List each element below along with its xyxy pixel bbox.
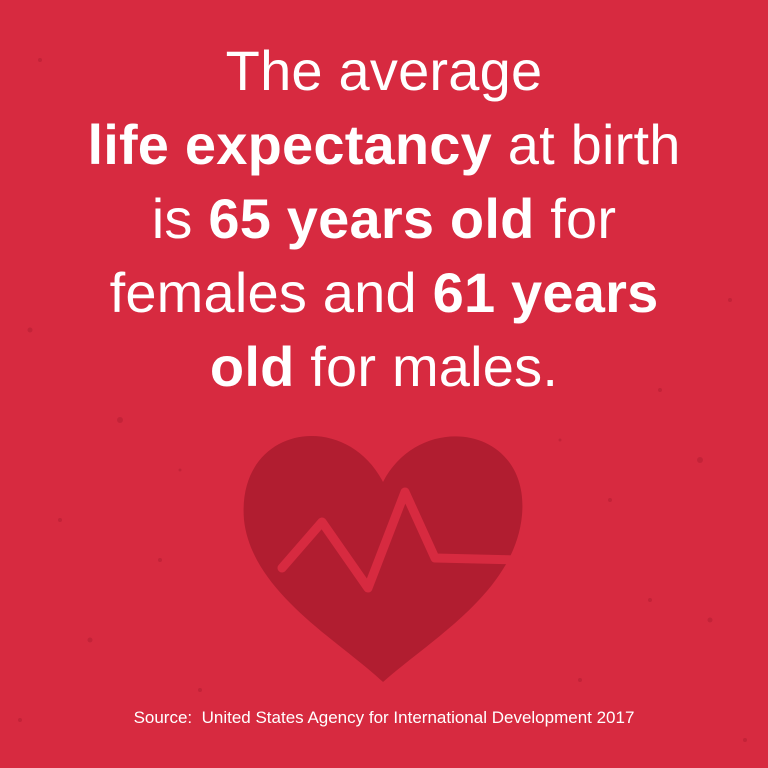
headline-text: The average: [225, 39, 543, 102]
headline-emphasis: 65 years old: [208, 187, 535, 250]
headline-text: for: [534, 187, 617, 250]
headline-text: females and: [109, 261, 433, 324]
headline: The average life expectancy at birth is 65…: [0, 34, 768, 404]
headline-emphasis: old: [209, 335, 295, 398]
source-note: Source: United States Agency for Interna…: [133, 708, 635, 727]
headline-emphasis: life expectancy: [87, 113, 492, 176]
headline-line: old for males.: [0, 330, 768, 404]
headline-text: at birth: [491, 113, 681, 176]
headline-text: for males.: [294, 335, 559, 398]
heartbeat-line: [277, 487, 525, 593]
headline-line: females and 61 years: [0, 256, 768, 330]
headline-line: is 65 years old for: [0, 182, 768, 256]
headline-line: life expectancy at birth: [0, 108, 768, 182]
headline-line: The average: [0, 34, 768, 108]
headline-text: is: [151, 187, 209, 250]
headline-emphasis: 61 years: [432, 261, 659, 324]
